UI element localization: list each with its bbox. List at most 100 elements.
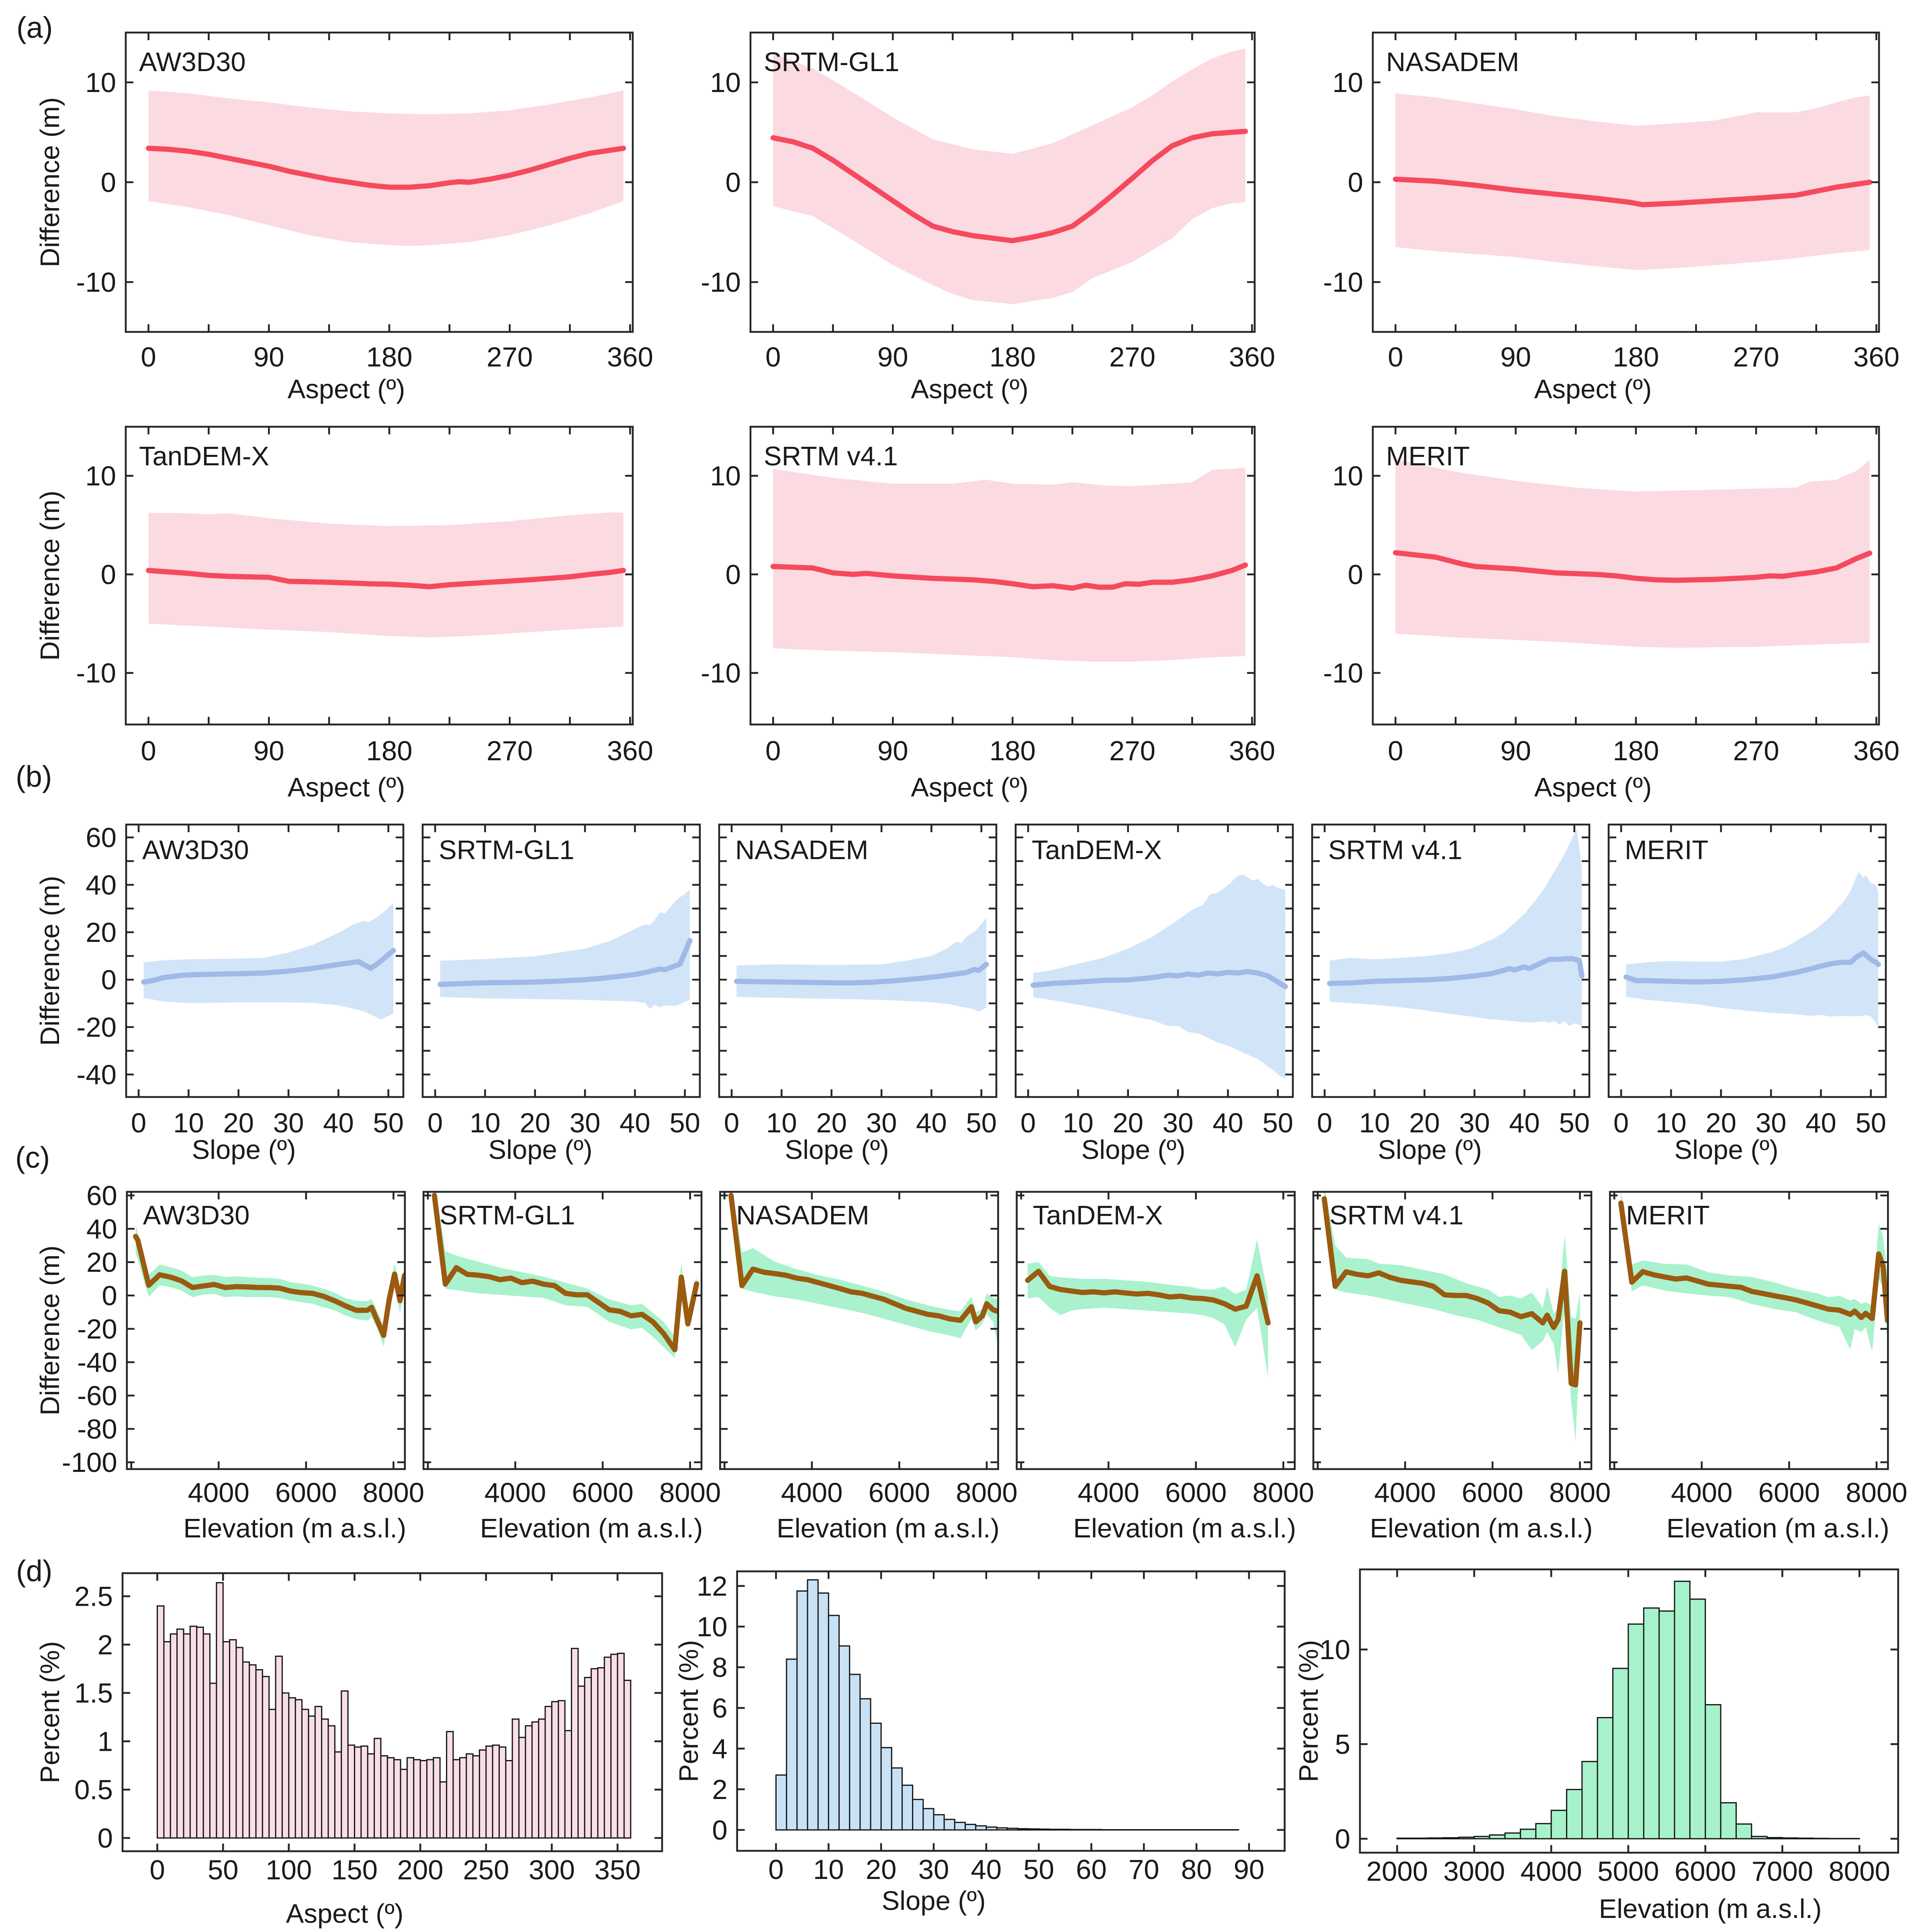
svg-text:NASADEM: NASADEM (736, 1200, 869, 1230)
svg-text:Slope (º): Slope (º) (785, 1135, 889, 1165)
svg-text:Elevation (m a.s.l.): Elevation (m a.s.l.) (1666, 1513, 1889, 1543)
svg-text:6: 6 (712, 1693, 727, 1723)
svg-text:90: 90 (1234, 1854, 1265, 1885)
svg-text:SRTM v4.1: SRTM v4.1 (1328, 835, 1462, 865)
svg-text:Difference (m): Difference (m) (35, 97, 65, 267)
svg-text:10: 10 (697, 1611, 728, 1642)
svg-text:6000: 6000 (1165, 1477, 1227, 1508)
svg-text:10: 10 (470, 1107, 501, 1138)
svg-text:360: 360 (607, 342, 653, 372)
svg-text:Difference (m): Difference (m) (35, 876, 65, 1046)
svg-text:Elevation (m a.s.l.): Elevation (m a.s.l.) (1370, 1513, 1593, 1543)
svg-text:10: 10 (766, 1107, 797, 1138)
svg-text:-20: -20 (76, 1012, 117, 1043)
svg-text:2000: 2000 (1366, 1856, 1428, 1887)
svg-text:270: 270 (1109, 342, 1155, 372)
svg-text:40: 40 (86, 870, 117, 901)
svg-text:300: 300 (529, 1854, 575, 1885)
svg-text:0: 0 (1020, 1107, 1036, 1138)
svg-text:60: 60 (1076, 1854, 1107, 1885)
svg-text:Percent (%): Percent (%) (35, 1641, 65, 1783)
svg-text:270: 270 (487, 342, 533, 372)
svg-text:30: 30 (866, 1107, 897, 1138)
svg-text:30: 30 (1163, 1107, 1194, 1138)
svg-text:Aspect (º): Aspect (º) (911, 772, 1028, 802)
svg-text:20: 20 (223, 1107, 254, 1138)
svg-text:0: 0 (1613, 1107, 1629, 1138)
svg-text:(b): (b) (16, 760, 52, 793)
svg-text:8000: 8000 (1828, 1856, 1890, 1887)
svg-text:4000: 4000 (1374, 1477, 1436, 1508)
svg-text:2.5: 2.5 (74, 1581, 113, 1612)
svg-text:8000: 8000 (659, 1477, 721, 1508)
svg-text:10: 10 (85, 67, 116, 98)
svg-text:7000: 7000 (1752, 1856, 1814, 1887)
svg-text:6000: 6000 (1675, 1856, 1736, 1887)
svg-text:0: 0 (1335, 1824, 1350, 1854)
svg-text:8000: 8000 (956, 1477, 1018, 1508)
svg-text:SRTM-GL1: SRTM-GL1 (764, 47, 900, 77)
svg-text:270: 270 (1733, 735, 1779, 766)
svg-text:-20: -20 (77, 1314, 117, 1345)
svg-text:50: 50 (966, 1107, 997, 1138)
svg-text:270: 270 (1733, 342, 1779, 372)
svg-text:50: 50 (1023, 1854, 1054, 1885)
svg-text:-80: -80 (77, 1414, 117, 1445)
svg-text:SRTM v4.1: SRTM v4.1 (764, 441, 898, 471)
svg-text:40: 40 (620, 1107, 650, 1138)
svg-text:4000: 4000 (188, 1477, 249, 1508)
svg-text:30: 30 (570, 1107, 601, 1138)
svg-text:0: 0 (726, 167, 741, 198)
svg-text:Slope (º): Slope (º) (192, 1135, 296, 1165)
svg-text:20: 20 (816, 1107, 847, 1138)
svg-text:Slope (º): Slope (º) (1378, 1135, 1482, 1165)
svg-text:0: 0 (102, 1280, 117, 1311)
svg-text:50: 50 (1559, 1107, 1590, 1138)
svg-text:SRTM v4.1: SRTM v4.1 (1329, 1200, 1464, 1230)
svg-text:0: 0 (1348, 559, 1363, 590)
svg-text:0: 0 (101, 167, 116, 198)
svg-text:4000: 4000 (1671, 1477, 1733, 1508)
svg-text:Difference (m): Difference (m) (35, 491, 65, 661)
svg-text:0: 0 (765, 342, 781, 372)
svg-text:0: 0 (1348, 167, 1363, 198)
svg-text:10: 10 (1319, 1634, 1350, 1665)
svg-text:MERIT: MERIT (1386, 441, 1470, 471)
svg-text:Difference (m): Difference (m) (35, 1245, 65, 1415)
svg-text:6000: 6000 (572, 1477, 634, 1508)
svg-text:0: 0 (724, 1107, 739, 1138)
svg-text:30: 30 (1756, 1107, 1787, 1138)
svg-text:10: 10 (1063, 1107, 1094, 1138)
svg-text:MERIT: MERIT (1626, 1200, 1709, 1230)
svg-text:AW3D30: AW3D30 (139, 47, 246, 77)
svg-text:6000: 6000 (1462, 1477, 1523, 1508)
svg-text:4000: 4000 (781, 1477, 843, 1508)
svg-text:180: 180 (990, 342, 1036, 372)
svg-text:AW3D30: AW3D30 (142, 835, 249, 865)
svg-text:90: 90 (1500, 735, 1531, 766)
svg-text:20: 20 (86, 1247, 117, 1278)
svg-text:1: 1 (98, 1726, 113, 1757)
svg-text:Aspect (º): Aspect (º) (1534, 772, 1652, 802)
svg-text:SRTM-GL1: SRTM-GL1 (440, 1200, 575, 1230)
svg-text:AW3D30: AW3D30 (143, 1200, 250, 1230)
svg-text:Elevation (m a.s.l.): Elevation (m a.s.l.) (480, 1513, 703, 1543)
svg-text:0: 0 (427, 1107, 443, 1138)
svg-text:0: 0 (141, 342, 156, 372)
svg-text:90: 90 (254, 342, 284, 372)
svg-text:1.5: 1.5 (74, 1678, 113, 1709)
svg-text:8000: 8000 (363, 1477, 425, 1508)
svg-text:360: 360 (1853, 342, 1900, 372)
svg-text:20: 20 (519, 1107, 550, 1138)
svg-text:Slope (º): Slope (º) (1081, 1135, 1185, 1165)
svg-text:90: 90 (1500, 342, 1531, 372)
svg-text:200: 200 (397, 1854, 444, 1885)
svg-text:0: 0 (1388, 735, 1403, 766)
svg-text:5: 5 (1335, 1729, 1350, 1760)
svg-text:6000: 6000 (1758, 1477, 1820, 1508)
svg-text:8000: 8000 (1253, 1477, 1315, 1508)
svg-text:90: 90 (877, 735, 908, 766)
svg-text:Aspect (º): Aspect (º) (288, 772, 405, 802)
svg-text:8000: 8000 (1549, 1477, 1611, 1508)
svg-text:180: 180 (1613, 735, 1659, 766)
